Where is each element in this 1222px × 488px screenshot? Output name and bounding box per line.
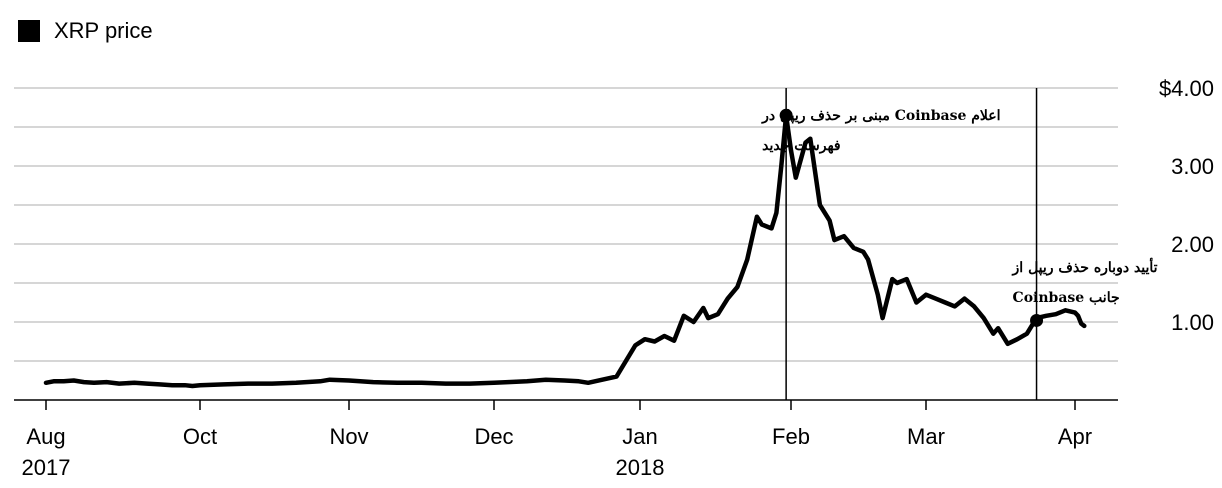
x-tick-label: Aug (26, 424, 65, 449)
legend: XRP price (18, 18, 153, 44)
series-line (43, 113, 1087, 389)
event-marker (1030, 313, 1044, 327)
x-tick-label: Apr (1058, 424, 1092, 449)
x-tick-label: Nov (329, 424, 368, 449)
y-tick-label: 2.00 (1171, 232, 1214, 257)
x-tick-label: Dec (474, 424, 513, 449)
legend-label: XRP price (54, 18, 153, 43)
event-annotation: فهرست جدید (762, 138, 840, 154)
x-tick-label: Mar (907, 424, 945, 449)
event-annotation: اعلام Coinbase مبنی بر حذف ریپل در (761, 108, 1000, 124)
x-tick-label: Oct (183, 424, 217, 449)
y-tick-label: $4.00 (1159, 76, 1214, 101)
event-annotation: تأیید دوباره حذف ریپل از (1012, 257, 1158, 276)
x-tick-label: Feb (772, 424, 810, 449)
x-tick-label: Jan (622, 424, 657, 449)
x-tick-sublabel: 2018 (616, 455, 665, 480)
y-tick-label: 1.00 (1171, 310, 1214, 335)
y-tick-label: 3.00 (1171, 154, 1214, 179)
x-tick-sublabel: 2017 (22, 455, 71, 480)
event-annotation: جانب Coinbase (1013, 290, 1120, 306)
legend-swatch (18, 20, 40, 42)
event-marker (779, 108, 793, 122)
